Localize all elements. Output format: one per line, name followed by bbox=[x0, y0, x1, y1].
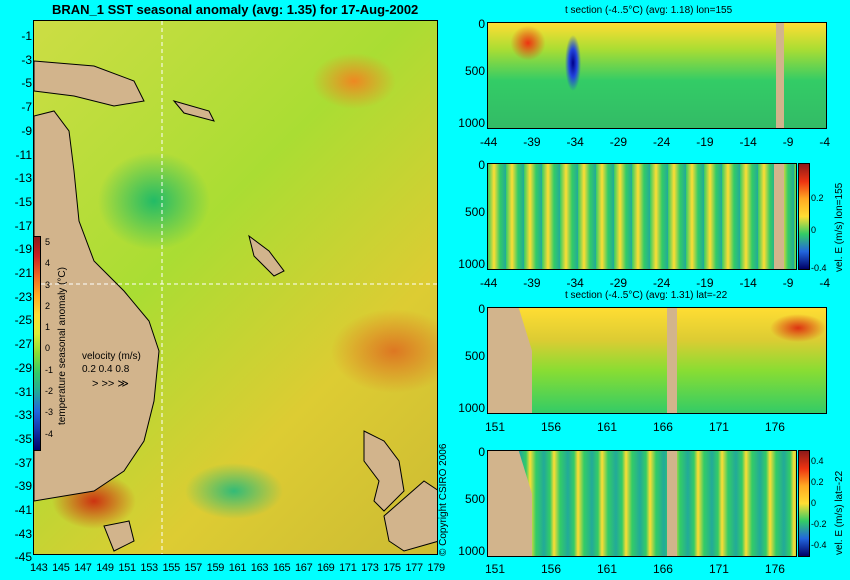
map-title: BRAN_1 SST seasonal anomaly (avg: 1.35) … bbox=[52, 2, 419, 17]
new-caledonia-landmass bbox=[248, 234, 285, 277]
panel3-x-ticks: 151 156 161 166 171 176 bbox=[485, 420, 785, 434]
panel1-x-ticks: -44 -39 -34 -29 -24 -19 -14 -9 -4 bbox=[480, 135, 830, 149]
panel4-y-ticks: 0 500 1000 bbox=[458, 445, 485, 558]
velocity-arrows-icon: > >> ≫ bbox=[92, 378, 129, 390]
panel4-x-ticks: 151 156 161 166 171 176 bbox=[485, 562, 785, 576]
panel2-y-ticks: 0 500 1000 bbox=[458, 158, 485, 271]
panel1-temp-section-lon155[interactable] bbox=[487, 22, 827, 129]
panel2-velocity-section-lon155[interactable] bbox=[487, 163, 797, 270]
panel4-velocity-section-lat22[interactable] bbox=[487, 450, 797, 557]
panel3-temp-section-lat22[interactable] bbox=[487, 307, 827, 414]
velocity-legend-label: velocity (m/s) bbox=[82, 351, 141, 362]
panel2-colorbar bbox=[798, 163, 810, 270]
panel4-colorbar bbox=[798, 450, 810, 557]
panel3-title: t section (-4..5°C) (avg: 1.31) lat=-22 bbox=[565, 290, 728, 301]
sst-anomaly-map[interactable]: velocity (m/s) 0.2 0.4 0.8 > >> ≫ bbox=[33, 20, 438, 555]
map-x-ticks: 143 145 147 149 151 153 155 157 159 161 163 165 … bbox=[30, 562, 445, 574]
panel1-y-ticks: 0 500 1000 bbox=[458, 17, 485, 130]
sst-colorbar-label: temperature seasonal anomaly (°C) bbox=[57, 267, 68, 425]
map-land-svg bbox=[34, 21, 437, 554]
map-y-ticks: -1 -3 -5 -7 -9 -11 -13 -15 -17 -19 -21 -23 -25 -2… bbox=[14, 29, 32, 565]
panel4-colorbar-label: vel. E (m/s) lat=-22 bbox=[834, 470, 845, 555]
panel4-colorbar-ticks: 0.4 0.2 0 -0.2 -0.4 bbox=[811, 456, 827, 550]
new-guinea-landmass bbox=[34, 60, 145, 107]
tasmania-landmass bbox=[103, 520, 135, 552]
panel2-x-ticks: -44 -39 -34 -29 -24 -19 -14 -9 -4 bbox=[480, 276, 830, 290]
panel2-colorbar-ticks: 0.2 0 -0.4 bbox=[811, 193, 827, 273]
panel2-colorbar-label: vel. E (m/s) lon=155 bbox=[834, 182, 845, 272]
copyright-text: © Copyright CSIRO 2006 bbox=[438, 443, 449, 556]
sst-colorbar bbox=[33, 236, 41, 451]
sst-colorbar-ticks: 5 4 3 2 1 0 -1 -2 -3 -4 bbox=[45, 237, 54, 439]
australia-landmass bbox=[34, 110, 160, 502]
velocity-legend-values: 0.2 0.4 0.8 bbox=[82, 364, 130, 375]
panel1-title: t section (-4..5°C) (avg: 1.18) lon=155 bbox=[565, 5, 733, 16]
panel3-y-ticks: 0 500 1000 bbox=[458, 302, 485, 415]
new-zealand-landmass bbox=[363, 430, 405, 512]
